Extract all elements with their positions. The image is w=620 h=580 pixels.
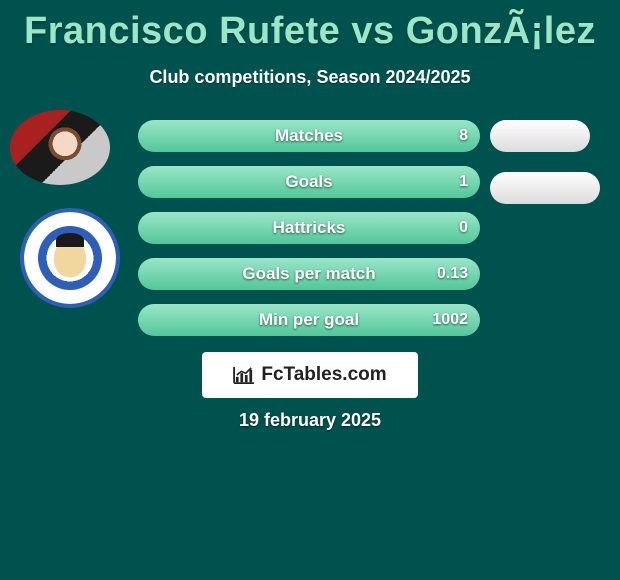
stat-row: Goals1 [138,166,480,198]
stat-label: Goals [138,166,480,198]
stat-label: Min per goal [138,304,480,336]
stat-row: Min per goal1002 [138,304,480,336]
date-text: 19 february 2025 [0,410,620,431]
stat-row: Goals per match0.13 [138,258,480,290]
stat-bar-right [490,120,590,152]
stat-value-left: 0 [459,212,468,244]
player1-avatar [10,110,110,185]
stat-value-left: 1002 [432,304,468,336]
page-title: Francisco Rufete vs GonzÃ¡lez [0,0,620,53]
club-crest-face-icon [54,239,86,277]
stat-value-left: 8 [459,120,468,152]
subtitle: Club competitions, Season 2024/2025 [0,67,620,88]
stats-container: Matches8Goals1Hattricks0Goals per match0… [138,120,480,350]
branding-box[interactable]: FcTables.com [202,352,418,398]
stat-label: Goals per match [138,258,480,290]
stat-row: Hattricks0 [138,212,480,244]
chart-icon [233,366,255,384]
branding-text: FcTables.com [261,364,386,386]
stat-value-left: 0.13 [437,258,468,290]
stat-row: Matches8 [138,120,480,152]
stat-label: Matches [138,120,480,152]
stat-bar-right [490,172,600,204]
stat-value-left: 1 [459,166,468,198]
player1-avatar-image [10,110,110,185]
player1-club-crest [20,208,120,308]
stat-label: Hattricks [138,212,480,244]
